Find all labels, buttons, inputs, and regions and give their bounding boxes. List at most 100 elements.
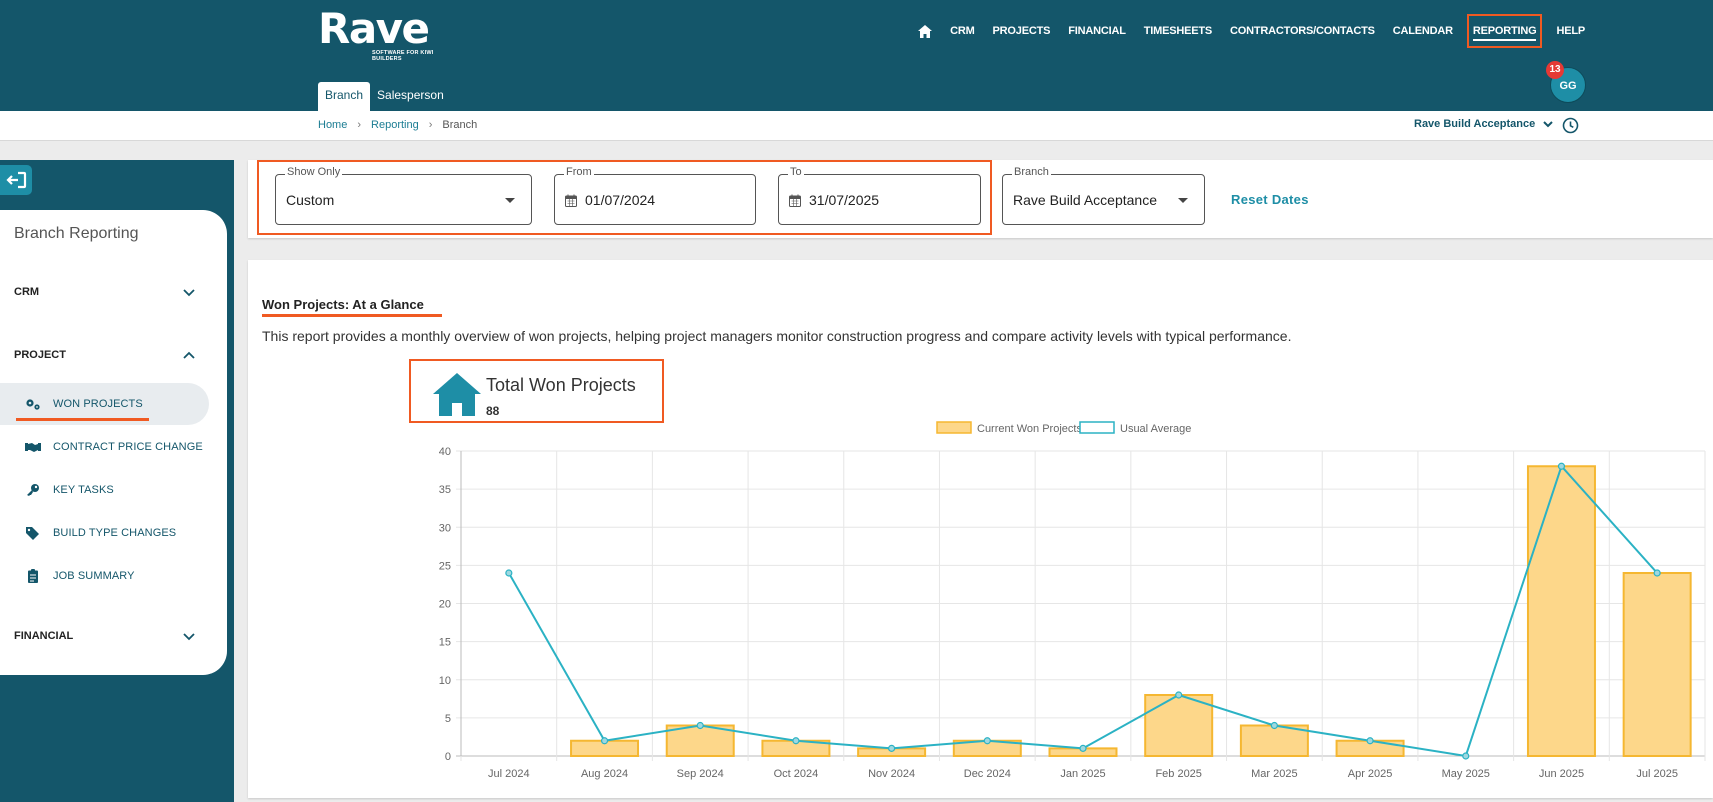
sidebar-section-crm[interactable]: CRM bbox=[14, 286, 196, 298]
cogs-icon bbox=[24, 397, 42, 411]
tags-icon bbox=[24, 526, 42, 540]
history-clock-icon[interactable] bbox=[1562, 117, 1579, 134]
nav-timesheets[interactable]: TIMESHEETS bbox=[1143, 25, 1213, 37]
line-point bbox=[1653, 569, 1661, 577]
x-tick-label: Apr 2025 bbox=[1348, 768, 1393, 780]
sidebar-item-label: JOB SUMMARY bbox=[53, 570, 135, 582]
show-only-label: Show Only bbox=[285, 166, 343, 178]
nav-calendar[interactable]: CALENDAR bbox=[1392, 25, 1453, 37]
line-point bbox=[600, 737, 609, 745]
rave-logo[interactable]: Rave SOFTWARE FOR KIWI BUILDERS bbox=[318, 4, 433, 63]
bar bbox=[1526, 465, 1596, 757]
to-date-label: To bbox=[788, 166, 804, 178]
breadcrumb-home[interactable]: Home bbox=[318, 119, 348, 131]
breadcrumb-reporting[interactable]: Reporting bbox=[371, 119, 419, 131]
sidebar-section-project[interactable]: PROJECT bbox=[14, 349, 196, 361]
sidebar-item-job-summary[interactable]: JOB SUMMARY bbox=[24, 569, 135, 583]
notification-badge[interactable]: 13 bbox=[1546, 61, 1564, 79]
chevron-down-icon bbox=[183, 633, 195, 641]
bar bbox=[665, 724, 735, 757]
sidebar-item-contract-price-change[interactable]: CONTRACT PRICE CHANGE bbox=[24, 440, 203, 454]
bar bbox=[1144, 694, 1214, 757]
tab-salesperson[interactable]: Salesperson bbox=[377, 88, 444, 102]
sidebar-item-label: WON PROJECTS bbox=[53, 398, 143, 410]
nav-contractors-contacts[interactable]: CONTRACTORS/CONTACTS bbox=[1230, 25, 1375, 37]
dropdown-arrow-icon bbox=[505, 198, 515, 203]
y-tick-label: 5 bbox=[445, 713, 451, 725]
top-header: Rave SOFTWARE FOR KIWI BUILDERS CRM PROJ… bbox=[0, 0, 1713, 111]
report-tabs: Branch Salesperson bbox=[318, 82, 451, 111]
dropdown-arrow-icon bbox=[1178, 198, 1188, 203]
line-point bbox=[1270, 721, 1278, 730]
from-date-value: 01/07/2024 bbox=[585, 192, 656, 208]
x-tick-label: Jul 2024 bbox=[488, 768, 530, 780]
average-line bbox=[507, 464, 1658, 758]
legend-swatch-bar bbox=[936, 421, 972, 434]
nav-help[interactable]: HELP bbox=[1556, 25, 1585, 37]
line-point bbox=[1557, 462, 1566, 470]
report-card bbox=[248, 260, 1713, 798]
sidebar-item-key-tasks[interactable]: KEY TASKS bbox=[24, 483, 114, 497]
report-title-underline bbox=[262, 314, 442, 317]
report-description: This report provides a monthly overview … bbox=[262, 328, 1292, 344]
tab-branch[interactable]: Branch bbox=[318, 82, 371, 111]
show-only-value: Custom bbox=[286, 192, 335, 208]
y-tick-label: 35 bbox=[439, 484, 451, 496]
x-tick-label: Oct 2024 bbox=[774, 768, 819, 780]
y-tick-label: 40 bbox=[439, 446, 451, 458]
sidebar-item-build-type-changes[interactable]: BUILD TYPE CHANGES bbox=[24, 526, 176, 540]
to-date-field[interactable]: To 31/07/2025 bbox=[778, 166, 981, 225]
x-tick-label: Sep 2024 bbox=[677, 768, 724, 780]
line-point bbox=[1366, 737, 1374, 745]
y-tick-label: 10 bbox=[439, 675, 451, 687]
branch-selector[interactable]: Rave Build Acceptance bbox=[1414, 118, 1555, 130]
sidebar-title: Branch Reporting bbox=[14, 225, 139, 242]
line-point bbox=[888, 744, 896, 752]
collapse-sidebar-button[interactable] bbox=[0, 165, 32, 195]
won-projects-chart: 0 5 10 15 20 25 30 35 40 Jul 2024 Aug 2024 Sep 2024… bbox=[439, 421, 1706, 780]
main-nav: CRM PROJECTS FINANCIAL TIMESHEETS CONTRA… bbox=[918, 14, 1585, 48]
legend-swatch-line bbox=[1079, 421, 1115, 434]
x-tick-label: Dec 2024 bbox=[964, 768, 1011, 780]
show-only-select[interactable]: Show Only Custom bbox=[275, 166, 532, 225]
user-avatar[interactable]: GG bbox=[1550, 67, 1586, 103]
breadcrumb-current: Branch bbox=[442, 119, 478, 131]
sidebar-section-financial[interactable]: FINANCIAL bbox=[14, 630, 196, 642]
nav-financial[interactable]: FINANCIAL bbox=[1068, 25, 1126, 37]
breadcrumb-separator: › bbox=[428, 119, 433, 131]
x-tick-label: Jul 2025 bbox=[1636, 768, 1678, 780]
sidebar-item-label: BUILD TYPE CHANGES bbox=[53, 527, 177, 539]
line-point bbox=[1175, 691, 1183, 699]
y-tick-label: 25 bbox=[439, 560, 451, 572]
logo-wordmark: Rave bbox=[318, 4, 430, 53]
key-icon bbox=[24, 483, 42, 497]
y-tick-label: 0 bbox=[445, 751, 451, 763]
house-icon bbox=[433, 373, 481, 416]
chevron-down-icon bbox=[1543, 121, 1553, 128]
nav-projects[interactable]: PROJECTS bbox=[992, 25, 1051, 37]
total-won-projects-value: 88 bbox=[486, 404, 500, 418]
bar bbox=[1622, 572, 1692, 757]
legend-label: Usual Average bbox=[1120, 423, 1191, 435]
from-date-field[interactable]: From 01/07/2024 bbox=[554, 166, 756, 225]
branch-select[interactable]: Branch Rave Build Acceptance bbox=[1002, 166, 1205, 225]
x-tick-label: Aug 2024 bbox=[581, 768, 628, 780]
reset-dates-button[interactable]: Reset Dates bbox=[1231, 192, 1309, 207]
nav-reporting[interactable]: REPORTING bbox=[1466, 14, 1543, 48]
y-tick-label: 20 bbox=[439, 599, 451, 611]
x-tick-label: Feb 2025 bbox=[1155, 768, 1201, 780]
calendar-icon bbox=[789, 194, 801, 207]
line-point bbox=[983, 737, 991, 745]
total-won-projects-title: Total Won Projects bbox=[486, 375, 636, 395]
sidebar-section-label: PROJECT bbox=[14, 349, 66, 361]
branch-selector-value: Rave Build Acceptance bbox=[1414, 118, 1536, 130]
nav-crm[interactable]: CRM bbox=[950, 25, 975, 37]
branch-value: Rave Build Acceptance bbox=[1013, 192, 1157, 208]
from-date-value-wrap: 01/07/2024 bbox=[565, 192, 655, 208]
exit-icon bbox=[6, 171, 27, 189]
handshake-icon bbox=[24, 440, 42, 454]
to-date-value: 31/07/2025 bbox=[809, 192, 880, 208]
breadcrumb-separator: › bbox=[357, 119, 362, 131]
home-icon[interactable] bbox=[918, 24, 933, 38]
x-tick-label: Jan 2025 bbox=[1060, 768, 1105, 780]
